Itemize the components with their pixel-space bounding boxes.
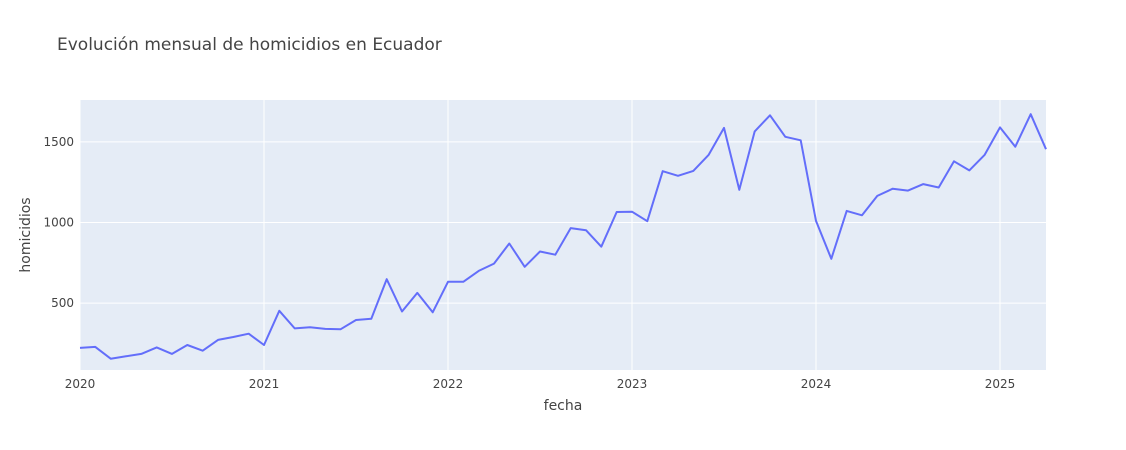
series-group (79, 113, 1047, 360)
x-tick-label: 2020 (65, 377, 96, 391)
plot-area (80, 100, 1046, 370)
series-line (79, 113, 1047, 360)
x-tick-label: 2022 (433, 377, 464, 391)
x-axis-title: fecha (544, 398, 583, 414)
chart-title: Evolución mensual de homicidios en Ecuad… (57, 35, 442, 55)
y-axis-title: homicidios (18, 197, 34, 272)
x-tick-label: 2021 (249, 377, 280, 391)
y-tick-label: 1000 (43, 216, 74, 230)
y-axis-ticks: 500 1000 1500 (43, 135, 74, 310)
x-tick-label: 2023 (617, 377, 648, 391)
y-tick-label: 500 (51, 296, 74, 310)
y-tick-label: 1500 (43, 135, 74, 149)
grid (79, 100, 1046, 370)
x-tick-label: 2024 (801, 377, 832, 391)
x-tick-label: 2025 (985, 377, 1016, 391)
x-axis-ticks: 2020 2021 2022 2023 2024 2025 (65, 377, 1016, 391)
